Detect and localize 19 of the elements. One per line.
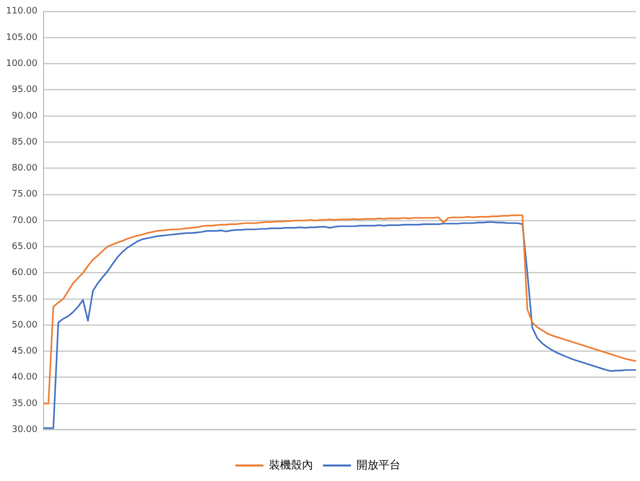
y-tick-label: 95.00: [12, 85, 38, 96]
y-tick-label: 65.00: [12, 242, 38, 252]
y-tick-label: 30.00: [12, 424, 38, 435]
y-tick-label: 110.00: [6, 6, 38, 17]
y-tick-label: 70.00: [12, 216, 38, 226]
y-tick-label: 100.00: [6, 59, 38, 70]
y-tick-label: 75.00: [12, 190, 38, 200]
y-tick-label: 55.00: [12, 294, 38, 304]
y-tick-label: 80.00: [12, 164, 38, 174]
y-tick-label: 105.00: [6, 32, 38, 43]
y-tick-label: 35.00: [12, 398, 38, 409]
y-tick-label: 60.00: [12, 268, 38, 278]
y-tick-label: 45.00: [12, 346, 38, 357]
y-tick-label: 50.00: [12, 320, 38, 330]
legend-label: 開放平台: [356, 458, 400, 472]
y-tick-label: 90.00: [12, 111, 38, 122]
y-tick-label: 40.00: [12, 372, 38, 383]
y-tick-label: 85.00: [12, 137, 38, 148]
legend-label: 裝機殼內: [269, 458, 313, 472]
